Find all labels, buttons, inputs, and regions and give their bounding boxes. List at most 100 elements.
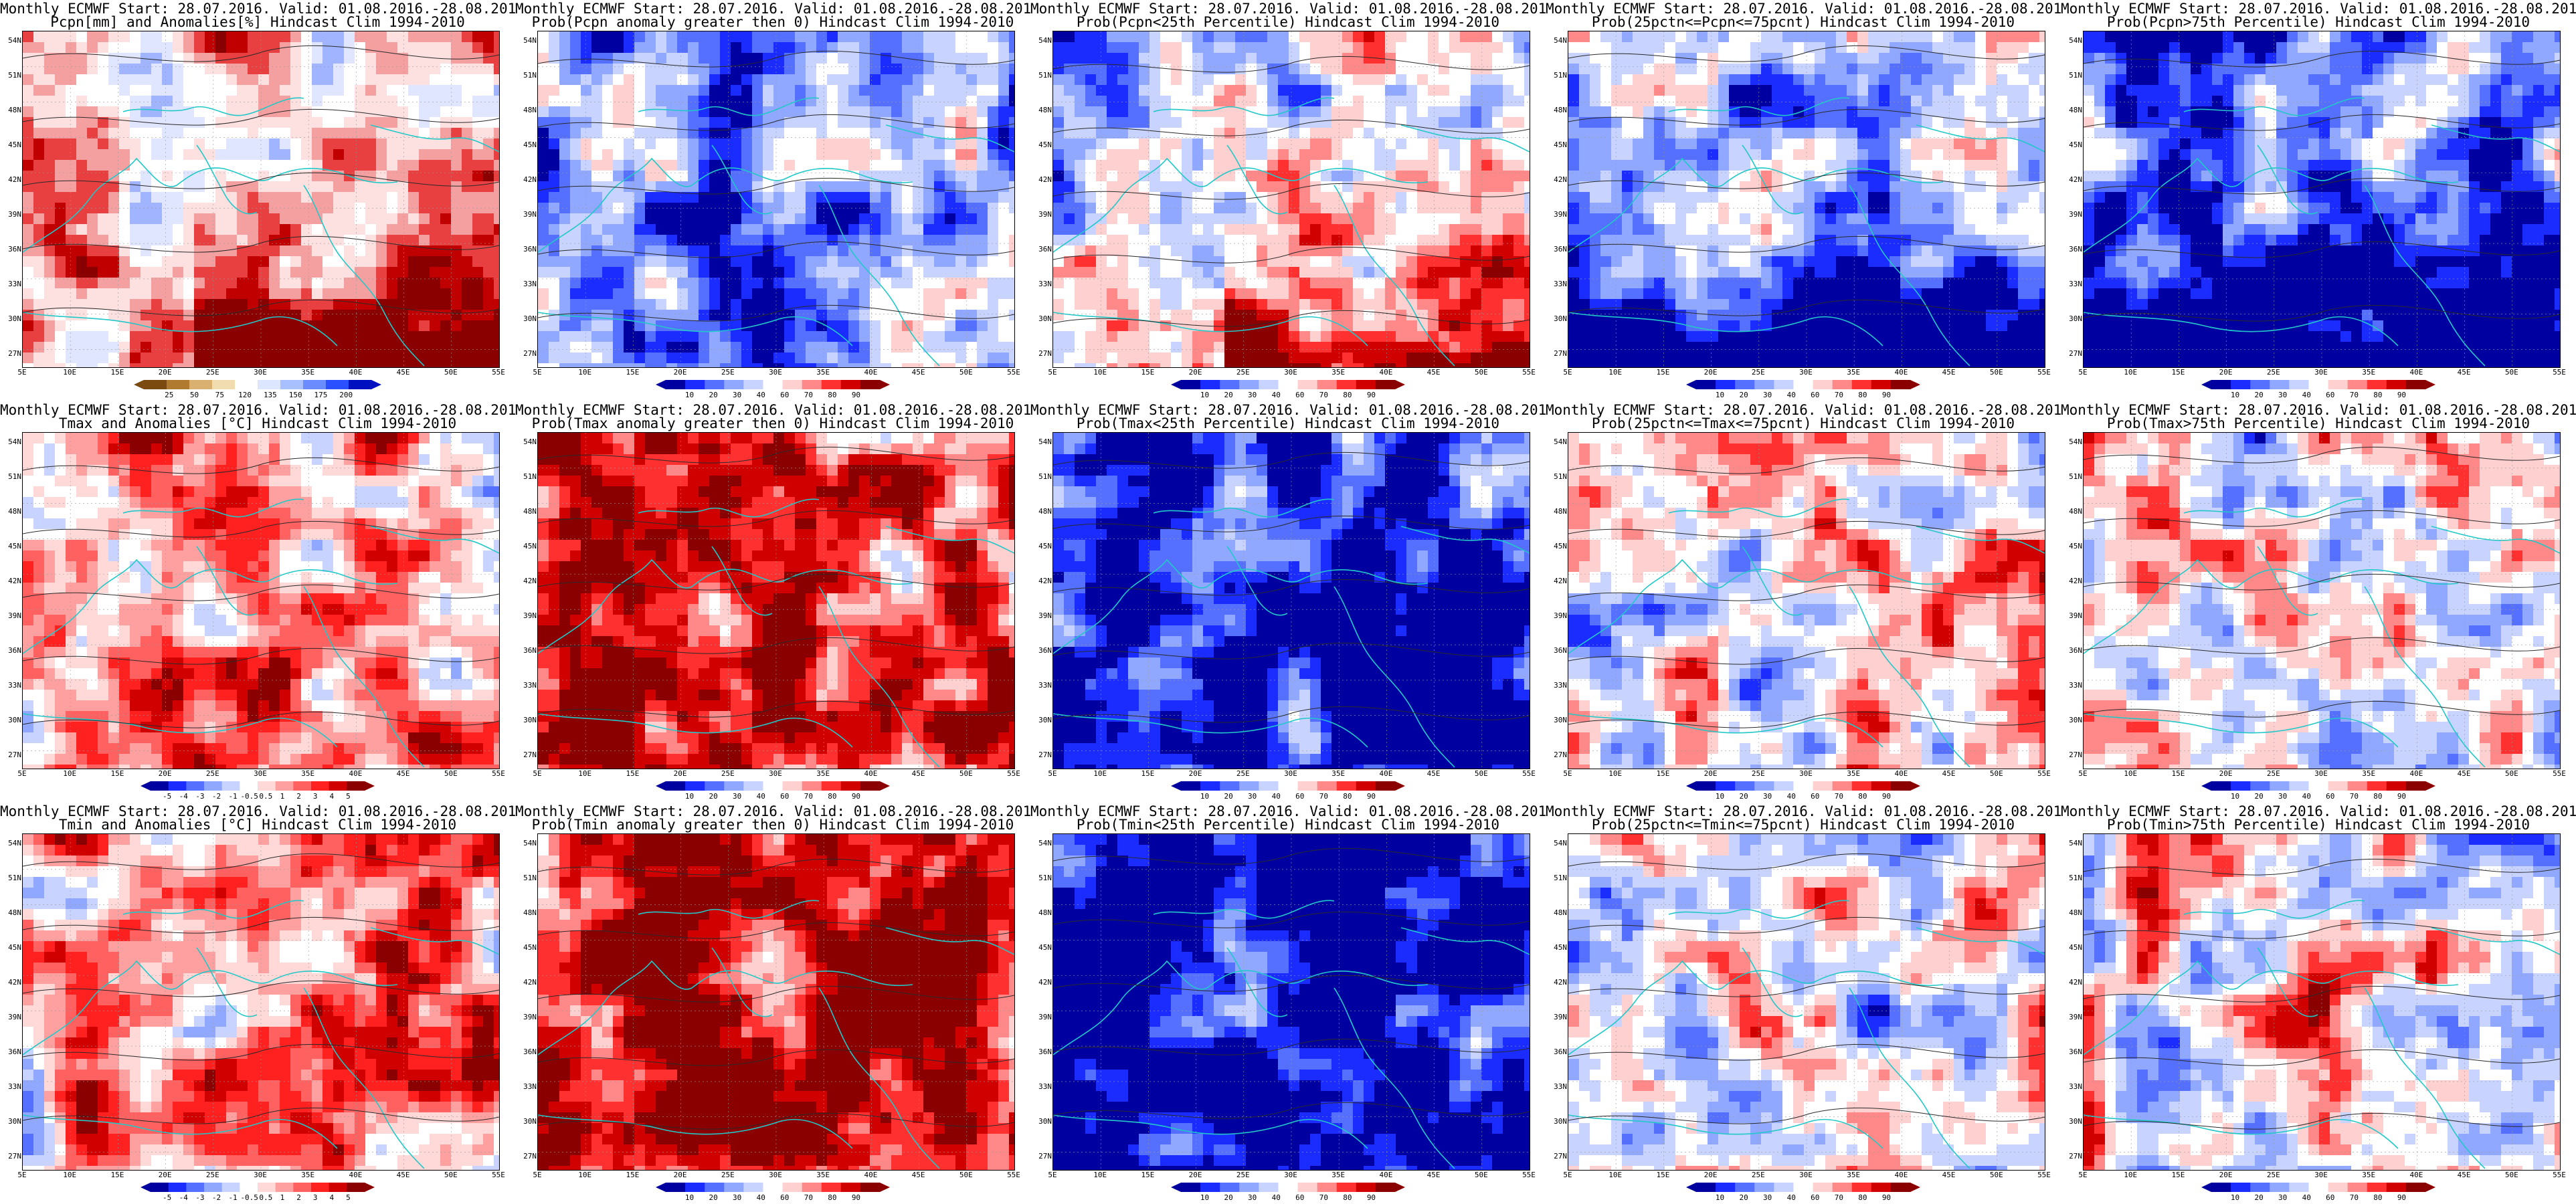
lon-tick-label: 30E xyxy=(769,1171,782,1179)
panel-header-line: Monthly ECMWF Start: 28.07.2016. Valid: … xyxy=(0,403,515,417)
map-svg xyxy=(537,433,1020,776)
lon-tick-label: 15E xyxy=(1656,1171,1669,1179)
colorbar-tick-label: -4 xyxy=(179,1193,188,1202)
lat-tick-label: 42N xyxy=(517,577,537,585)
panel-header-line: Monthly ECMWF Start: 28.07.2016. Valid: … xyxy=(0,1,515,16)
field-cells xyxy=(2084,433,2566,776)
colorbar-tick-label: 4 xyxy=(329,792,334,801)
colorbar-tick-label: 5 xyxy=(346,792,351,801)
lat-tick-label: 30N xyxy=(517,1117,537,1126)
lat-tick-label: 39N xyxy=(1,611,21,620)
map-field xyxy=(1052,833,1536,1177)
coastlines xyxy=(1052,498,1530,768)
lon-tick-label: 25E xyxy=(1236,769,1250,778)
colorbar-tick-label: 60 xyxy=(780,1193,789,1202)
lon-tick-label: 25E xyxy=(206,368,219,377)
lat-tick-label: 30N xyxy=(1032,1117,1052,1126)
lat-tick-label: 51N xyxy=(517,71,537,80)
lat-tick-label: 30N xyxy=(517,716,537,724)
colorbar-tick-label: -5 xyxy=(163,792,171,801)
lon-tick-label: 15E xyxy=(1656,368,1669,377)
lon-tick-label: 25E xyxy=(2267,368,2280,377)
lat-tick-label: 33N xyxy=(1,681,21,690)
coastlines xyxy=(537,97,1015,367)
colorbar-tick-label: 30 xyxy=(733,391,741,399)
lon-tick-label: 35E xyxy=(1331,769,1345,778)
map-svg xyxy=(1568,834,2051,1177)
lat-tick-label: 36N xyxy=(2062,245,2082,254)
colorbar-tick-label: 175 xyxy=(314,391,328,399)
colorbar-tick-label: 3 xyxy=(313,792,318,801)
colorbar-tick-label: 60 xyxy=(1811,792,1819,801)
colorbar-tick-label: -1 xyxy=(228,792,237,801)
colorbar-tick-label: 30 xyxy=(1763,792,1772,801)
lon-tick-label: 25E xyxy=(1236,368,1250,377)
lon-tick-label: 40E xyxy=(2409,1171,2423,1179)
colorbar-tick-label: 40 xyxy=(1272,391,1281,399)
map-svg xyxy=(22,31,505,375)
lat-tick-label: 27N xyxy=(2062,1152,2082,1161)
colorbar-tick-label: 30 xyxy=(1248,1193,1257,1202)
colorbar-tick-label: 2 xyxy=(296,1193,301,1202)
colorbar-tick-label: 30 xyxy=(1248,391,1257,399)
lon-tick-label: 30E xyxy=(769,368,782,377)
colorbar xyxy=(1171,781,1405,791)
contours xyxy=(2083,446,2561,718)
lon-tick-label: 20E xyxy=(1189,368,1202,377)
colorbar-tick-label: 90 xyxy=(2397,792,2406,801)
lon-tick-label: 20E xyxy=(1189,769,1202,778)
lat-tick-label: 30N xyxy=(2062,716,2082,724)
colorbar-tick-label: 80 xyxy=(828,1193,836,1202)
map-panel: Monthly ECMWF Start: 28.07.2016. Valid: … xyxy=(2061,0,2576,401)
lat-tick-label: 39N xyxy=(517,611,537,620)
lat-tick-label: 33N xyxy=(1,280,21,288)
lat-tick-label: 39N xyxy=(1547,210,1567,219)
colorbar-tick-label: 70 xyxy=(1835,792,1843,801)
lat-tick-label: 45N xyxy=(2062,140,2082,149)
coastlines xyxy=(22,498,500,768)
contours xyxy=(1568,457,2045,728)
lon-tick-label: 45E xyxy=(397,1171,410,1179)
colorbar-tick-label: 200 xyxy=(339,391,353,399)
colorbar-tick-label: 70 xyxy=(804,391,813,399)
lat-tick-label: 36N xyxy=(517,646,537,655)
colorbar-tick-label: 0.5 xyxy=(259,792,272,801)
colorbar-tick-label: 40 xyxy=(757,391,765,399)
lon-tick-label: 45E xyxy=(1942,1171,1956,1179)
colorbar-tick-label: 20 xyxy=(1224,1193,1232,1202)
lat-tick-label: 27N xyxy=(1032,750,1052,759)
map-field xyxy=(1568,833,2051,1177)
lat-tick-label: 36N xyxy=(517,1047,537,1056)
lon-tick-label: 45E xyxy=(912,769,925,778)
lon-tick-label: 10E xyxy=(578,368,591,377)
colorbar-tick-label: 80 xyxy=(2373,391,2382,399)
panel-title: Prob(Tmax anomaly greater then 0) Hindca… xyxy=(515,416,1030,431)
lat-tick-label: 33N xyxy=(1547,280,1567,288)
colorbar-tick-label: 20 xyxy=(1224,391,1232,399)
colorbar-tick-label: -4 xyxy=(179,792,188,801)
colorbar-tick-label: -0.5 xyxy=(240,792,258,801)
colorbar-tick-label: 90 xyxy=(2397,1193,2406,1202)
colorbar-tick-label: 80 xyxy=(1343,1193,1352,1202)
lat-tick-label: 42N xyxy=(2062,175,2082,184)
colorbar-tick-label: 40 xyxy=(1787,391,1796,399)
lon-tick-label: 45E xyxy=(1942,368,1956,377)
lon-tick-label: 20E xyxy=(674,769,687,778)
lon-tick-label: 40E xyxy=(1379,368,1392,377)
lon-tick-label: 50E xyxy=(1475,1171,1488,1179)
lon-tick-label: 30E xyxy=(254,368,267,377)
lat-tick-label: 36N xyxy=(2062,1047,2082,1056)
lon-tick-label: 30E xyxy=(1799,769,1813,778)
lon-tick-label: 20E xyxy=(1704,769,1718,778)
lat-tick-label: 45N xyxy=(1547,542,1567,550)
lon-tick-label: 40E xyxy=(864,1171,877,1179)
colorbar-tick-label: 20 xyxy=(709,792,717,801)
lon-tick-label: 25E xyxy=(721,368,735,377)
colorbar-tick-label: 70 xyxy=(1319,1193,1328,1202)
lat-tick-label: 48N xyxy=(2062,908,2082,917)
graticule xyxy=(1053,433,1530,769)
graticule xyxy=(2084,31,2560,367)
lon-tick-label: 5E xyxy=(1048,368,1056,377)
colorbar-tick-label: 20 xyxy=(1224,792,1232,801)
lon-tick-label: 55E xyxy=(1007,368,1020,377)
